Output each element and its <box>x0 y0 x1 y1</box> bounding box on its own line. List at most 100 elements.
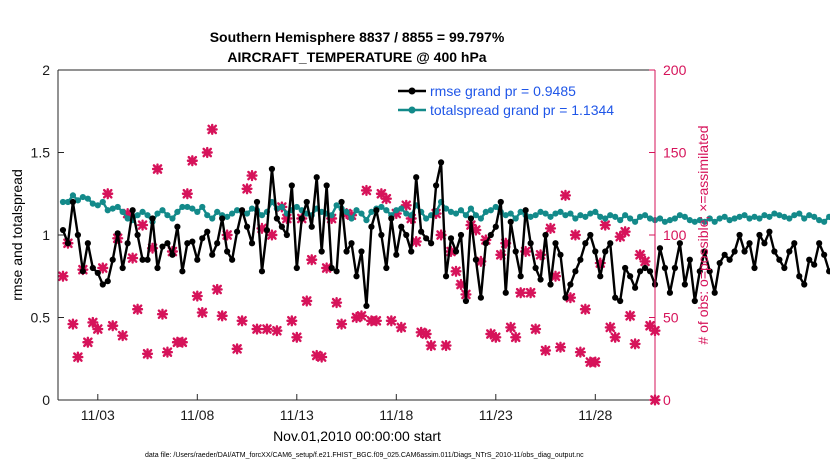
obs-point <box>549 270 562 282</box>
rmse-point <box>378 231 385 239</box>
totalspread-point <box>59 198 67 206</box>
totalspread-point <box>627 215 634 222</box>
y-tick-label-right: 0 <box>663 392 671 408</box>
rmse-point <box>696 268 703 275</box>
rmse-point <box>144 256 151 263</box>
obs-point-cross <box>117 330 129 342</box>
rmse-point <box>328 264 335 272</box>
rmse-point <box>597 273 604 280</box>
totalspread-point <box>134 212 141 219</box>
rmse-point <box>154 264 161 272</box>
obs-point-cross <box>445 245 457 258</box>
totalspread-point <box>622 212 629 219</box>
obs-point <box>186 155 198 167</box>
obs-point-cross <box>206 123 218 135</box>
rmse-point <box>731 248 738 255</box>
totalspread-point <box>716 215 723 222</box>
totalspread-point <box>557 208 564 215</box>
legend-rmse-label: rmse grand pr = 0.9485 <box>430 83 576 99</box>
rmse-point <box>353 273 360 280</box>
totalspread-point <box>184 203 191 211</box>
rmse-point <box>308 223 315 230</box>
rmse-point <box>806 256 813 263</box>
obs-point-cross <box>370 315 382 327</box>
rmse-point <box>646 268 654 275</box>
totalspread-point <box>199 203 206 211</box>
obs-point <box>599 219 611 231</box>
totalspread-point <box>676 212 683 219</box>
rmse-point <box>442 273 450 280</box>
obs-point-cross <box>181 188 193 200</box>
obs-point-cross <box>350 311 363 324</box>
totalspread-point <box>656 215 664 222</box>
rmse-point <box>408 248 415 255</box>
rmse-point <box>547 281 554 288</box>
totalspread-point <box>104 207 111 214</box>
obs-point <box>146 242 159 254</box>
obs-point <box>515 287 527 299</box>
rmse-point <box>433 182 440 189</box>
obs-point <box>82 336 94 348</box>
totalspread-point <box>278 203 285 211</box>
x-tick-label: 11/13 <box>280 407 314 423</box>
obs-point <box>281 212 293 225</box>
rmse-point <box>343 248 350 255</box>
y-tick-label-right: 150 <box>663 145 687 161</box>
obs-point <box>554 341 567 353</box>
totalspread-point <box>527 213 534 220</box>
obs-point-cross <box>266 229 278 241</box>
chart-title: Southern Hemisphere 8837 / 8855 = 99.797… <box>210 29 505 45</box>
totalspread-point <box>79 193 86 201</box>
rmse-point <box>268 165 276 173</box>
totalspread-point <box>293 203 300 211</box>
obs-point-cross <box>510 331 522 343</box>
rmse-point <box>592 248 599 255</box>
obs-point <box>539 344 552 357</box>
obs-point-cross <box>455 278 467 291</box>
obs-point-cross <box>271 325 283 337</box>
obs-point <box>475 255 487 267</box>
obs-point <box>321 262 333 274</box>
totalspread-point <box>169 215 176 222</box>
rmse-point <box>174 223 181 230</box>
totalspread-point <box>756 215 763 222</box>
obs-point <box>261 323 273 335</box>
obs-point <box>335 318 348 330</box>
obs-point <box>132 303 144 315</box>
totalspread-point <box>487 207 494 214</box>
rmse-point <box>437 159 445 166</box>
rmse-series-line <box>61 161 830 308</box>
obs-point-cross <box>644 320 656 332</box>
rmse-point <box>388 215 395 222</box>
obs-point-cross <box>405 212 417 225</box>
plot-content <box>57 123 830 406</box>
y-tick-label-left: 2 <box>42 62 50 78</box>
totalspread-point <box>447 208 455 215</box>
obs-point <box>331 297 343 309</box>
totalspread-point <box>378 203 385 211</box>
totalspread-point <box>597 213 604 220</box>
rmse-point <box>706 268 713 275</box>
rmse-point <box>423 235 430 242</box>
obs-point-cross <box>146 242 159 254</box>
totalspread-point <box>472 212 479 219</box>
rmse-point <box>169 251 176 258</box>
rmse-point <box>572 268 579 275</box>
obs-point-cross <box>554 341 567 353</box>
rmse-point <box>567 281 574 288</box>
rmse-point <box>368 223 375 230</box>
rmse-point <box>826 268 830 275</box>
obs-point-cross <box>132 303 144 315</box>
rmse-point <box>159 243 166 250</box>
rmse-point <box>69 198 77 206</box>
rmse-point <box>462 297 470 305</box>
obs-point-cross <box>420 328 432 340</box>
obs-point <box>306 254 318 266</box>
rmse-point <box>229 256 236 263</box>
legend-rmse-marker <box>408 87 416 95</box>
totalspread-point <box>159 207 166 214</box>
obs-point <box>495 249 507 261</box>
totalspread-point <box>502 212 509 219</box>
obs-point <box>127 252 139 264</box>
totalspread-point <box>119 208 126 215</box>
